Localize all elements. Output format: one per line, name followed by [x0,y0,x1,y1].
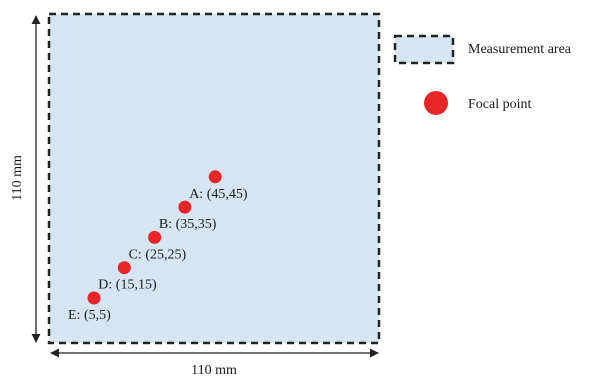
focal-point-label: D: (15,15) [98,278,157,293]
focal-point-marker [178,200,192,214]
focal-point-marker [87,291,101,305]
focal-point-marker [148,230,162,244]
focal-point-label: A: (45,45) [189,187,248,202]
height-dimension-label: 110 mm [10,155,25,201]
legend-measurement-label: Measurement area [468,42,572,57]
legend-measurement-swatch [393,34,455,65]
width-dimension-label: 110 mm [191,363,237,378]
focal-points: A: (45,45) B: (35,35) C: (25,25) D: (15,15)… [68,170,248,323]
focal-point-label: E: (5,5) [68,308,111,323]
focal-point-label: B: (35,35) [159,217,217,232]
focal-point-marker [117,261,131,275]
legend-focal-label: Focal point [468,97,531,112]
focal-point-marker [208,170,222,184]
focal-point-label: C: (25,25) [129,247,187,262]
legend-focal-swatch [424,91,448,115]
